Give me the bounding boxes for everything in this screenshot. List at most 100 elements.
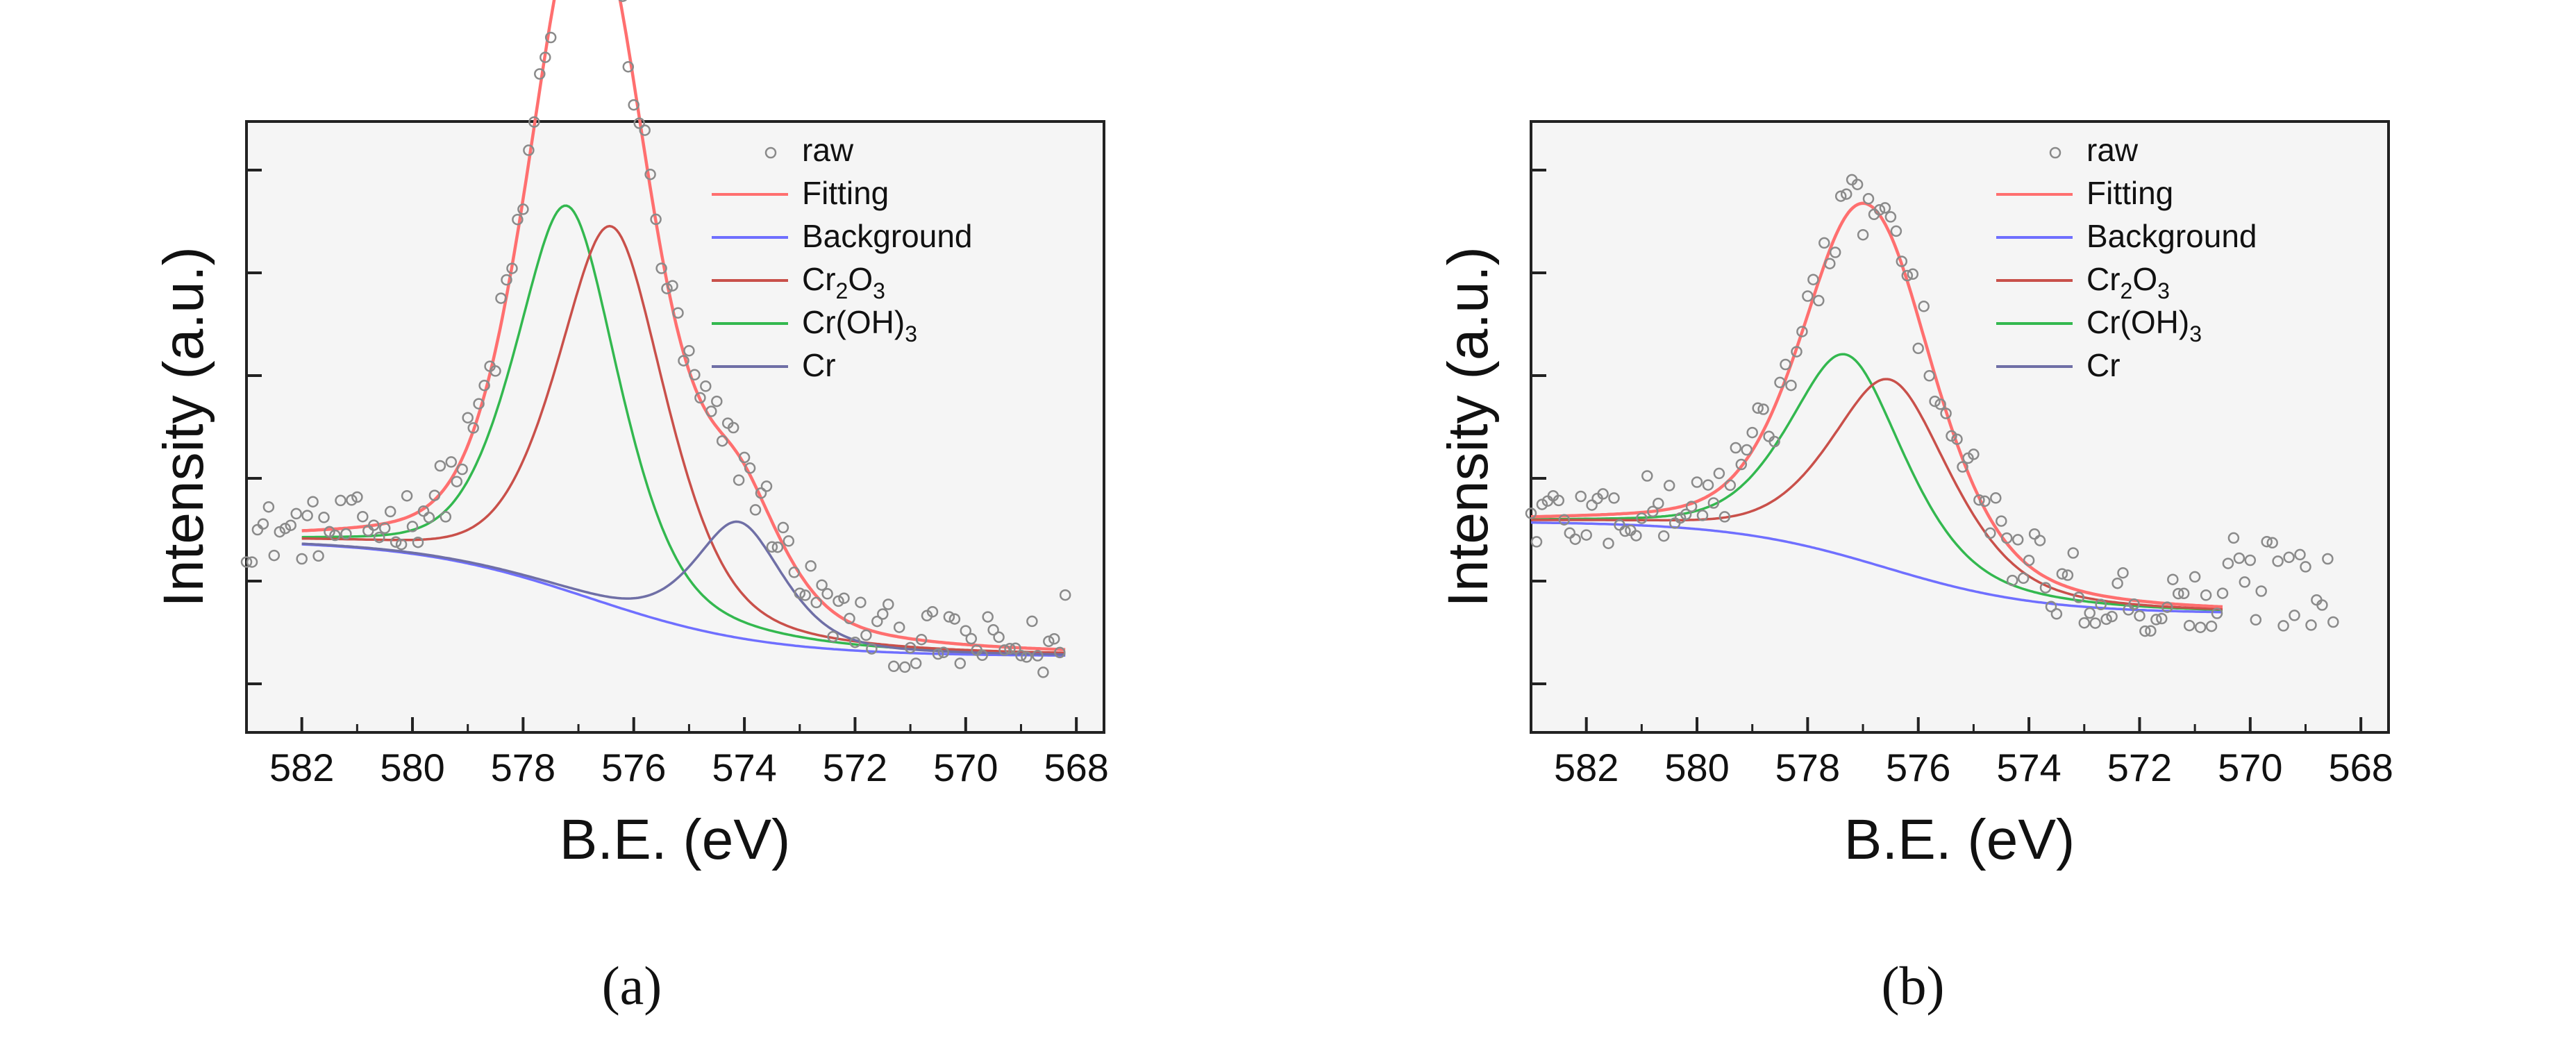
panel-a-xtick-label: 580 [380,746,444,789]
panel-a-raw-point [760,480,773,492]
panel-a-raw-point [766,541,778,553]
panel-b-raw-point [1586,499,1598,511]
panel-b-raw-point [1973,494,1985,506]
panel-b-raw-point [2012,534,2024,546]
panel-b-raw-point [1785,379,1797,392]
panel-a-raw-point [749,504,762,516]
panel-a-raw-point [451,476,463,487]
panel-a-raw-point [689,369,701,381]
panel-a-legend-raw-label: raw [802,132,854,168]
panel-a-raw-point [384,505,396,518]
panel-b-raw-point [1862,193,1875,205]
panel-a-raw-point [816,579,828,591]
panel-b-raw-point [2145,625,2157,637]
panel-b-raw-point [1680,508,1692,521]
panel-b-raw-point [1951,433,1963,445]
panel-a-legend-cr2o3-label: Cr2O3 [802,261,885,303]
panel-a-raw-point [777,521,789,534]
panel-b-raw-point [2294,548,2306,561]
panel-b-raw-point [1569,533,1581,545]
panel-b-raw-point [2095,598,2107,611]
panel-a-raw-point [618,0,628,2]
panel-b-raw-point [1702,479,1714,491]
panel-a-xtick-label: 568 [1044,746,1108,789]
panel-b-raw-point [2289,610,2300,621]
panel-b-raw-point [2183,619,2196,632]
panel-a-raw-point [462,412,474,423]
panel-a-raw-point [351,491,363,503]
panel-a-raw-point [932,648,944,660]
panel-b-raw-point [2089,617,2101,629]
panel-b-raw-point [1713,467,1725,480]
panel-b-raw-point [2272,555,2284,567]
panel-b-raw-point [1619,525,1631,537]
panel-b-raw-point [2222,557,2234,569]
panel-a-raw-point [866,643,878,655]
panel-a-raw-point [744,462,756,474]
panel-b-raw-point [1641,470,1653,482]
panel-a-raw-point [727,421,739,434]
panel-a-raw-point [428,489,441,501]
panel-b-raw-point [1813,294,1825,307]
panel-b-raw-point [1824,258,1836,269]
panel-a-raw-point [1015,650,1027,662]
panel-b-raw-point [1536,498,1548,510]
panel-b-raw-point [2139,625,2151,637]
panel-a-raw-point [926,605,939,618]
panel-a-raw-point [877,608,889,620]
panel-a-raw-point [965,632,978,645]
panel-b-raw-point [2084,607,2096,619]
panel-a-legend-background-label: Background [802,218,973,254]
panel-a-raw-point [667,280,678,292]
panel-b-raw-point [1746,426,1758,439]
panel-a-raw-point [307,496,319,507]
panel-a-xtick-label: 576 [601,746,666,789]
panel-a-raw-point [987,624,999,636]
panel-b-raw-point [2111,577,2123,589]
panel-b-series [1525,174,2339,637]
panel-b-raw-point [1647,505,1659,518]
panel-b-xtick-label: 574 [1996,746,2061,789]
panel-a-raw-point [329,529,341,542]
panel-a-raw-point [501,274,512,286]
panel-b-raw-point [1730,442,1742,454]
panel-a-xlabel: B.E. (eV) [560,808,791,871]
panel-a-raw-point [633,117,645,129]
panel-a-raw-point [368,519,380,531]
panel-a-raw-point [948,613,961,625]
panel-b-raw-point [2205,620,2218,632]
panel-b-raw-point [1984,527,1996,539]
panel-a-raw-point [1043,635,1055,648]
panel-b-xtick-label: 578 [1775,746,1840,789]
panel-b-raw-point [2211,607,2223,619]
panel-b-raw-point [1957,461,1968,473]
panel-b-raw-point [2028,528,2041,540]
panel-a-raw-point [937,646,950,659]
panel-b-raw-point [1802,290,1814,302]
panel-a-raw-point [833,595,844,607]
panel-a-raw-point [279,522,292,535]
panel-b-raw-point [1530,536,1543,548]
panel-a-raw-point [976,649,988,662]
panel-b-xtick-label: 580 [1664,746,1729,789]
panel-b-raw-point [2039,582,2052,594]
panel-a-raw-point [440,511,452,523]
panel-a-raw-point [257,518,269,530]
panel-b-raw-point [1857,228,1869,241]
panel-a-raw-point [915,633,928,646]
panel-a-xtick-label: 578 [491,746,555,789]
panel-b-legend-croh3-label: Cr(OH)3 [2086,304,2202,346]
panel-a-raw-point [871,615,883,628]
panel-a-raw-point [694,392,706,404]
panel-a-raw-point [783,535,795,547]
panel-a-raw-point [318,512,330,523]
panel-b-raw-point [1946,430,1957,442]
panel-b-raw-point [2034,535,2046,546]
panel-a-raw-point [982,611,994,623]
panel-a-raw-point [517,203,529,215]
panel-a-raw-point [412,536,424,548]
panel-a-raw-point [296,553,308,565]
panel-a-raw-point [755,487,767,499]
panel-b-raw-point [2266,537,2278,549]
